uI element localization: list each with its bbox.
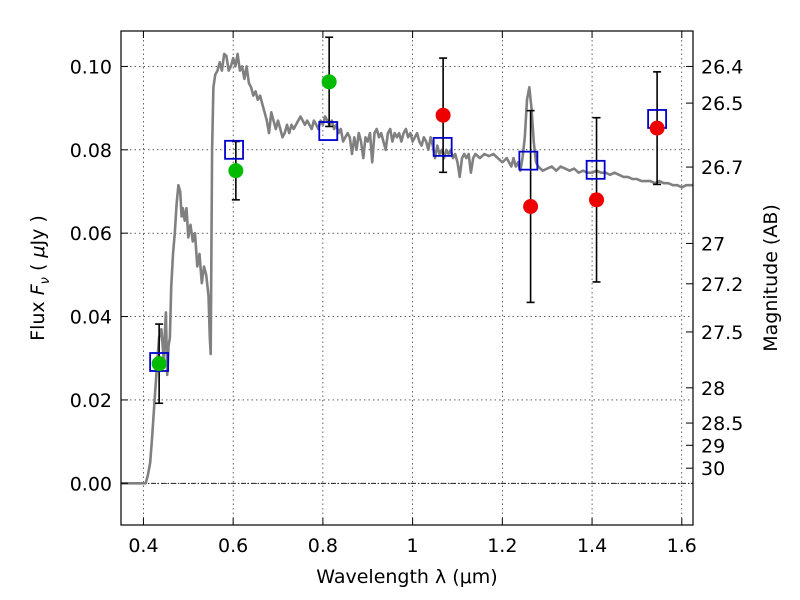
- plot-frame: [120, 30, 694, 526]
- red-data-point: [523, 199, 539, 215]
- green-data-point: [151, 356, 167, 372]
- x-tick-label: 1.6: [667, 535, 697, 557]
- magnitude-tick-label: 27.2: [701, 274, 743, 296]
- x-tick-label: 0.6: [218, 535, 248, 557]
- model-photometry-square: [432, 136, 453, 157]
- plot-background: [121, 31, 693, 525]
- y-tick-label: 0.04: [70, 307, 112, 329]
- y-tick-label: 0.10: [70, 56, 112, 78]
- red-data-point: [649, 120, 665, 136]
- y-tick-label: 0.08: [70, 140, 112, 162]
- magnitude-tick-label: 30: [701, 458, 725, 480]
- y-axis-label-open: (: [27, 258, 49, 278]
- magnitude-tick-label: 26.7: [701, 157, 743, 179]
- model-photometry-square: [585, 159, 606, 180]
- y-axis-label-subscript: ν: [38, 277, 53, 284]
- model-photometry-square: [318, 121, 339, 141]
- data-layer: [121, 36, 693, 485]
- y-axis-label-symbol: F: [27, 283, 49, 295]
- y-axis-label-mu: μ: [27, 245, 49, 258]
- x-tick-label: 1.4: [577, 535, 607, 557]
- x-tick-label: 1.2: [487, 535, 517, 557]
- model-spectrum-line: [121, 52, 693, 485]
- magnitude-tick-label: 26.5: [701, 93, 743, 115]
- magnitude-tick-label: 27: [701, 233, 725, 255]
- red-data-point: [435, 107, 451, 123]
- x-axis-label: Wavelength λ (μm): [316, 566, 497, 588]
- grid-lines: [121, 31, 693, 525]
- magnitude-tick-label: 29: [701, 435, 725, 457]
- green-data-point: [321, 74, 337, 90]
- model-photometry-square: [224, 139, 244, 160]
- axis-ticks: 0.4 0.6 0.8 1 1.2 1.4 1.6 0.00 0.02 0.04 0.06 0.08 0…: [70, 31, 743, 557]
- model-photometry-square: [518, 150, 539, 171]
- magnitude-tick-label: 27.5: [701, 322, 743, 344]
- red-data-point: [589, 192, 605, 208]
- right-axis-label: Magnitude (AB): [760, 204, 782, 352]
- green-data-point: [228, 163, 244, 179]
- magnitude-tick-label: 26.4: [701, 56, 743, 78]
- y-axis-label-prefix: Flux: [27, 295, 49, 341]
- magnitude-tick-label: 28: [701, 378, 725, 400]
- x-tick-label: 0.8: [308, 535, 338, 557]
- magnitude-tick-label: 28.5: [701, 413, 743, 435]
- x-tick-label: 0.4: [128, 535, 158, 557]
- y-axis-label: Flux Fν ( μJy ): [27, 215, 53, 341]
- y-tick-label: 0.06: [70, 223, 112, 245]
- y-tick-label: 0.00: [70, 473, 112, 495]
- y-axis-label-unit: Jy ): [27, 215, 49, 246]
- y-tick-label: 0.02: [70, 390, 112, 412]
- x-tick-label: 1: [407, 535, 419, 557]
